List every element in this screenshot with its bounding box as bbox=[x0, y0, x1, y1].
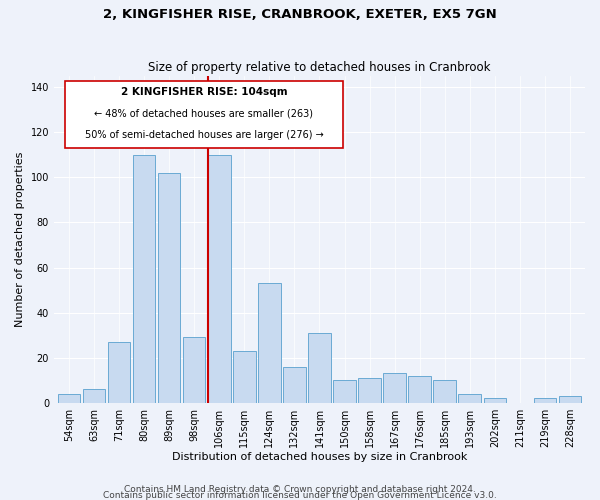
Bar bbox=[559, 396, 581, 402]
Bar bbox=[433, 380, 456, 402]
Bar bbox=[208, 155, 230, 402]
Y-axis label: Number of detached properties: Number of detached properties bbox=[15, 152, 25, 327]
Text: ← 48% of detached houses are smaller (263): ← 48% of detached houses are smaller (26… bbox=[94, 108, 313, 118]
Bar bbox=[83, 389, 105, 402]
X-axis label: Distribution of detached houses by size in Cranbrook: Distribution of detached houses by size … bbox=[172, 452, 467, 462]
Text: Contains public sector information licensed under the Open Government Licence v3: Contains public sector information licen… bbox=[103, 490, 497, 500]
Bar bbox=[183, 338, 205, 402]
Bar bbox=[58, 394, 80, 402]
Bar bbox=[484, 398, 506, 402]
Bar bbox=[308, 333, 331, 402]
Bar bbox=[258, 284, 281, 403]
Bar bbox=[283, 366, 305, 402]
FancyBboxPatch shape bbox=[65, 81, 343, 148]
Text: 50% of semi-detached houses are larger (276) →: 50% of semi-detached houses are larger (… bbox=[85, 130, 323, 140]
Bar bbox=[458, 394, 481, 402]
Bar bbox=[108, 342, 130, 402]
Text: 2 KINGFISHER RISE: 104sqm: 2 KINGFISHER RISE: 104sqm bbox=[121, 88, 287, 98]
Bar bbox=[233, 351, 256, 403]
Text: 2, KINGFISHER RISE, CRANBROOK, EXETER, EX5 7GN: 2, KINGFISHER RISE, CRANBROOK, EXETER, E… bbox=[103, 8, 497, 20]
Bar bbox=[383, 374, 406, 402]
Bar bbox=[533, 398, 556, 402]
Bar bbox=[133, 155, 155, 402]
Bar bbox=[409, 376, 431, 402]
Bar bbox=[358, 378, 381, 402]
Bar bbox=[333, 380, 356, 402]
Bar bbox=[158, 173, 181, 402]
Title: Size of property relative to detached houses in Cranbrook: Size of property relative to detached ho… bbox=[148, 60, 491, 74]
Text: Contains HM Land Registry data © Crown copyright and database right 2024.: Contains HM Land Registry data © Crown c… bbox=[124, 484, 476, 494]
